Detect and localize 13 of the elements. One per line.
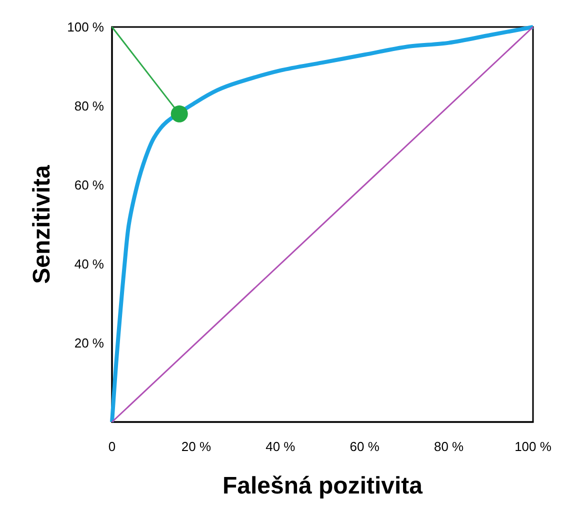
x-tick-label: 0 <box>108 439 116 454</box>
y-tick-label: 20 % <box>74 336 104 350</box>
x-tick-label: 20 % <box>181 439 212 454</box>
x-axis-title: Falešná pozitivita <box>222 472 424 500</box>
y-axis-title: Senzitivita <box>28 164 56 284</box>
y-tick-label: 80 % <box>74 98 104 114</box>
x-tick-label: 60 % <box>350 439 380 454</box>
x-tick-label: 40 % <box>266 439 296 454</box>
x-tick-label: 100 % <box>514 439 552 454</box>
y-tick-label: 100 % <box>67 20 104 34</box>
y-tick-label: 60 % <box>74 178 104 192</box>
x-tick-label: 80 % <box>434 439 464 454</box>
y-tick-label: 40 % <box>74 256 104 272</box>
